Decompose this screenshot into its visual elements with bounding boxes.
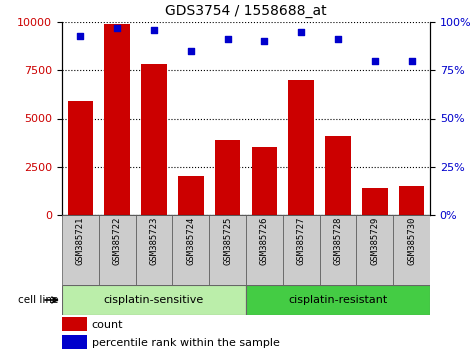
Point (334, 36, 342, 42)
Bar (62, 335, 87, 349)
Text: GSM385722: GSM385722 (113, 217, 122, 266)
Bar (215, 140, 240, 215)
Bar (283, 215, 320, 285)
Text: GSM385727: GSM385727 (297, 217, 306, 266)
Text: GSM385726: GSM385726 (260, 217, 269, 266)
Text: percentile rank within the sample: percentile rank within the sample (92, 338, 280, 348)
Bar (62, 215, 99, 285)
Bar (99, 215, 135, 285)
Bar (393, 215, 430, 285)
Bar (246, 285, 430, 315)
Text: GSM385728: GSM385728 (333, 217, 342, 266)
Point (224, 36, 231, 42)
Bar (320, 215, 356, 285)
Text: GSM385730: GSM385730 (407, 217, 416, 266)
Bar (325, 136, 351, 215)
Point (76, 33, 84, 38)
Bar (104, 24, 130, 215)
Point (261, 39, 268, 44)
Bar (252, 148, 277, 215)
Point (297, 29, 305, 34)
Text: GSM385723: GSM385723 (150, 217, 159, 266)
Point (150, 27, 158, 33)
Text: GSM385721: GSM385721 (76, 217, 85, 266)
Text: GSM385729: GSM385729 (370, 217, 380, 266)
Text: cisplatin-sensitive: cisplatin-sensitive (104, 295, 204, 305)
Bar (67, 101, 93, 215)
Text: cisplatin-resistant: cisplatin-resistant (288, 295, 388, 305)
Bar (172, 215, 209, 285)
Title: GDS3754 / 1558688_at: GDS3754 / 1558688_at (165, 4, 327, 18)
Bar (141, 64, 167, 215)
Bar (362, 188, 388, 215)
Bar (288, 80, 314, 215)
Bar (62, 285, 246, 315)
Point (408, 58, 416, 63)
Bar (135, 215, 172, 285)
Bar (209, 215, 246, 285)
Text: cell line: cell line (19, 295, 62, 305)
Bar (399, 186, 425, 215)
Text: count: count (92, 320, 123, 330)
Point (371, 58, 379, 63)
Bar (246, 215, 283, 285)
Text: GSM385724: GSM385724 (186, 217, 195, 266)
Bar (356, 215, 393, 285)
Bar (178, 176, 204, 215)
Point (114, 25, 121, 31)
Point (187, 48, 195, 54)
Text: GSM385725: GSM385725 (223, 217, 232, 266)
Bar (62, 318, 87, 331)
